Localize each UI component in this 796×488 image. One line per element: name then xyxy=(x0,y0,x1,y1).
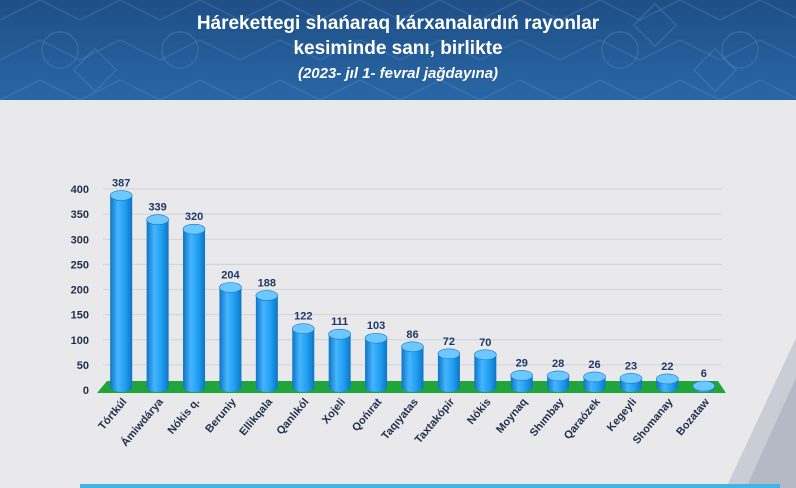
y-tick-label: 250 xyxy=(71,259,89,271)
category-label: Beruniy xyxy=(203,396,239,436)
category-label: Nókis q. xyxy=(166,396,203,436)
category-label: Ellikqala xyxy=(237,396,275,439)
bottom-accent-strip xyxy=(80,484,780,488)
y-tick-label: 400 xyxy=(71,184,89,196)
value-label: 70 xyxy=(479,337,491,349)
bar xyxy=(474,349,497,392)
bar-cap xyxy=(328,328,351,340)
header-banner: Hárekettegi shańaraq kárxanalardıń rayon… xyxy=(0,0,796,100)
value-label: 28 xyxy=(552,358,564,370)
category-label: Qanlıkól xyxy=(274,396,311,437)
y-axis-ticks: 0 50 100 150 200 250 300 350 400 xyxy=(71,184,89,397)
value-label: 122 xyxy=(294,311,312,323)
category-label: Moynaq xyxy=(494,396,530,436)
bar-cap xyxy=(291,323,315,334)
bar-cap xyxy=(255,290,279,301)
value-label: 320 xyxy=(185,211,203,223)
y-tick-label: 300 xyxy=(71,234,89,246)
y-tick-label: 100 xyxy=(71,335,89,347)
bar xyxy=(182,223,206,392)
bar xyxy=(510,370,534,392)
value-label: 29 xyxy=(516,357,528,369)
bars xyxy=(109,190,716,392)
bar xyxy=(656,373,679,392)
bar-cap xyxy=(656,373,679,385)
bar xyxy=(619,373,643,392)
bar-body xyxy=(219,287,242,392)
bar-cap xyxy=(583,371,606,383)
bar-cap xyxy=(510,370,534,381)
value-label: 26 xyxy=(588,359,600,371)
bar-cap xyxy=(546,370,570,382)
bar-body xyxy=(110,195,133,392)
bar xyxy=(546,370,570,392)
bar-body xyxy=(401,346,424,392)
bar-body xyxy=(328,334,351,392)
bar xyxy=(401,341,424,392)
value-label: 188 xyxy=(258,278,276,290)
chart-title-line1: Hárekettegi shańaraq kárxanalardıń rayon… xyxy=(196,13,600,34)
bar-body xyxy=(292,328,315,392)
bar-cap xyxy=(109,190,133,201)
category-label: Qońırat xyxy=(350,396,385,434)
bar-body xyxy=(146,219,169,392)
category-label: Kegeyli xyxy=(605,396,639,434)
category-label: Xojeli xyxy=(320,396,348,426)
bar-body xyxy=(183,229,206,392)
category-label: Nókis xyxy=(465,396,493,427)
value-label: 204 xyxy=(221,269,240,281)
bar xyxy=(109,190,133,392)
value-labels: 387 339 320 204 188 122 111 103 86 72 70 29 28 26 23 22… xyxy=(112,178,707,380)
chart-title-line2: kesiminde sanı, birlikte xyxy=(293,38,503,59)
category-label: Qaraózek xyxy=(562,396,604,442)
value-label: 6 xyxy=(701,368,707,380)
bar-cap xyxy=(182,223,206,235)
y-tick-label: 50 xyxy=(77,360,89,372)
value-label: 86 xyxy=(406,329,418,341)
bar-body xyxy=(437,353,460,392)
value-label: 72 xyxy=(443,336,455,348)
bar-cap xyxy=(364,332,388,344)
bar-cap xyxy=(146,214,169,225)
y-tick-label: 350 xyxy=(71,209,89,221)
bar-body xyxy=(255,295,278,392)
chart-subtitle-date: (2023- jıl 1- fevral jağdayına) xyxy=(297,65,499,82)
y-tick-label: 0 xyxy=(83,385,89,397)
bar xyxy=(583,371,606,392)
bar-body xyxy=(365,338,388,392)
bar xyxy=(146,214,169,392)
bar xyxy=(364,332,388,392)
bar-cap xyxy=(619,373,643,384)
bar-body xyxy=(474,354,497,392)
ornament-pattern xyxy=(0,0,796,100)
category-label: Shımbay xyxy=(528,396,567,440)
value-label: 339 xyxy=(148,202,166,214)
bar xyxy=(219,282,242,392)
value-label: 111 xyxy=(331,316,348,328)
value-label: 103 xyxy=(367,320,385,332)
value-label: 23 xyxy=(625,360,637,372)
corner-decoration xyxy=(726,338,796,488)
y-tick-label: 150 xyxy=(71,310,89,322)
bar xyxy=(692,380,716,392)
bar-cap xyxy=(219,282,242,293)
value-label: 387 xyxy=(112,178,130,190)
plot-panel xyxy=(0,100,796,488)
bar xyxy=(255,290,279,392)
value-label: 22 xyxy=(661,361,673,373)
category-label: Tórtkúl xyxy=(96,396,129,432)
bar-cap xyxy=(401,341,424,353)
category-label: Bozataw xyxy=(674,396,712,438)
y-tick-label: 200 xyxy=(71,285,89,297)
bar-cap xyxy=(474,349,497,361)
bar-cap xyxy=(692,380,716,392)
bar xyxy=(291,323,315,392)
bar xyxy=(328,328,351,392)
bar xyxy=(437,348,461,392)
bar-cap xyxy=(437,348,461,360)
